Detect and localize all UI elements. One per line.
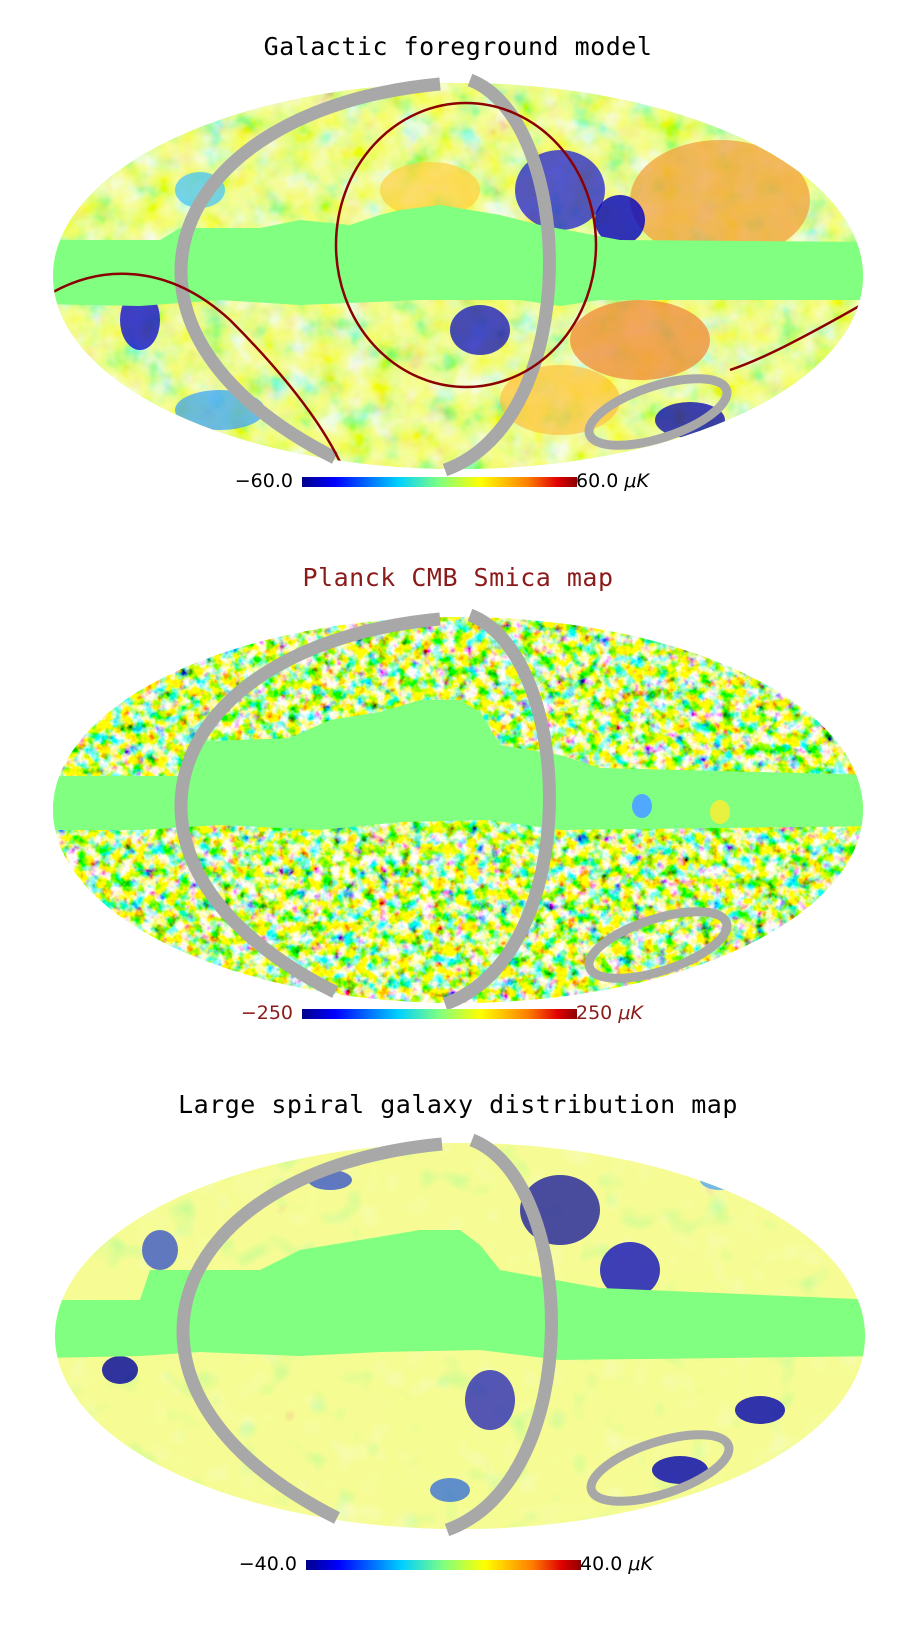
cmb-map [53, 608, 863, 1011]
colorbar-min-label: −60.0 [234, 470, 293, 492]
foreground-map [53, 73, 863, 477]
galactic-mask [55, 1230, 865, 1360]
colorbar-gradient [306, 1560, 581, 1570]
colorbar-min-label: −40.0 [238, 1553, 297, 1575]
panel-3-title: Large spiral galaxy distribution map [178, 1090, 738, 1119]
panel-2-colorbar: −250 250 μK [0, 1002, 916, 1032]
colorbar-gradient [302, 477, 577, 487]
panel-1-title: Galactic foreground model [263, 32, 653, 61]
galactic-mask [53, 205, 863, 306]
galactic-mask [53, 700, 863, 830]
cold-spot-marker [632, 794, 652, 818]
colorbar-max-label: 60.0 μK [576, 470, 649, 492]
panel-3-colorbar: −40.0 40.0 μK [0, 1553, 916, 1583]
hot-spot-marker [710, 800, 730, 824]
panel-2-title: Planck CMB Smica map [302, 563, 614, 592]
colorbar-gradient [302, 1009, 577, 1019]
panel-1-colorbar: −60.0 60.0 μK [0, 470, 916, 500]
galaxy-distribution-map [55, 1133, 865, 1537]
colorbar-max-label: 40.0 μK [580, 1553, 653, 1575]
colorbar-max-label: 250 μK [576, 1002, 643, 1024]
colorbar-min-label: −250 [240, 1002, 293, 1024]
